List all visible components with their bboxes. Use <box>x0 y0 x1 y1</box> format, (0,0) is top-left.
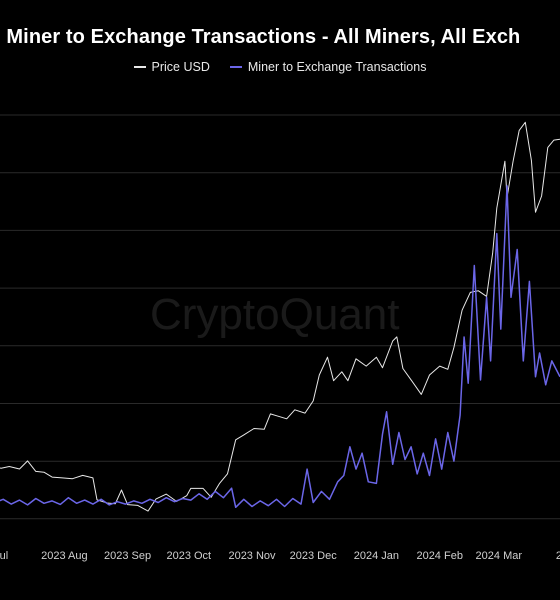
x-tick-label: 2023 Sep <box>104 550 151 562</box>
watermark: CryptoQuant <box>150 290 400 339</box>
legend-item-price[interactable]: Price USD <box>133 60 210 74</box>
legend-item-miner-tx[interactable]: Miner to Exchange Transactions <box>229 60 427 74</box>
series-lines <box>0 121 560 512</box>
x-tick-label: 2023 Dec <box>290 550 338 562</box>
grid-lines <box>0 114 560 520</box>
x-axis-ticks: Jul 2023 Aug 2023 Sep 2023 Oct 2023 Nov 2023 … <box>0 550 560 562</box>
miner-to-exchange-line <box>0 185 560 509</box>
x-tick-label: 2024 Feb <box>416 550 462 562</box>
x-tick-label: 20 <box>556 550 560 562</box>
legend-swatch-price <box>133 66 146 68</box>
chart-title: : Miner to Exchange Transactions - All M… <box>0 26 521 48</box>
x-tick-label: 2023 Nov <box>228 550 276 562</box>
x-tick-label: 2024 Jan <box>354 550 399 562</box>
legend-label-miner-tx: Miner to Exchange Transactions <box>247 60 427 74</box>
chart-legend: Price USD Miner to Exchange Transactions <box>0 60 560 74</box>
x-tick-label: 2023 Oct <box>166 550 211 562</box>
price-usd-line <box>0 121 560 512</box>
x-tick-label: 2023 Aug <box>41 550 88 562</box>
x-tick-label: Jul <box>0 550 8 562</box>
legend-label-price: Price USD <box>151 60 210 74</box>
legend-swatch-miner-tx <box>229 66 242 68</box>
x-tick-label: 2024 Mar <box>476 550 523 562</box>
